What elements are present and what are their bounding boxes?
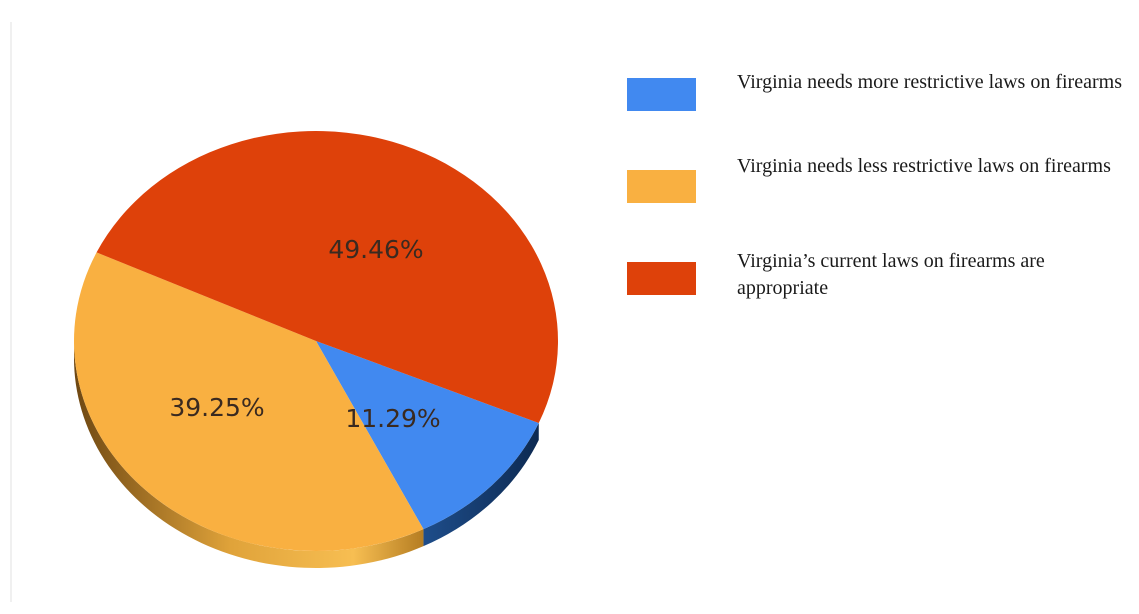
chart-frame-line bbox=[10, 22, 12, 602]
pie-sides bbox=[74, 341, 539, 569]
pie-slice-less-restrictive bbox=[74, 252, 424, 552]
legend-swatch-more-restrictive bbox=[627, 78, 696, 111]
pie-labels: 11.29% 39.25% 49.46% bbox=[169, 235, 440, 433]
pie-slice-more-restrictive bbox=[316, 341, 539, 530]
legend-label-more-restrictive: Virginia needs more restrictive laws on … bbox=[737, 71, 1122, 93]
legend-swatch-current-appropriate bbox=[627, 262, 696, 295]
pie-slices bbox=[74, 131, 558, 552]
legend-swatch-less-restrictive bbox=[627, 170, 696, 203]
legend-label-less-restrictive: Virginia needs less restrictive laws on … bbox=[737, 155, 1111, 177]
pie-side-more-restrictive bbox=[423, 423, 539, 547]
pie-value-label-more-restrictive: 11.29% bbox=[345, 404, 440, 433]
pie-side-less-restrictive bbox=[74, 341, 424, 569]
legend-label-current-appropriate: Virginia’s current laws on firearms are … bbox=[737, 250, 1045, 299]
pie-value-label-current-appropriate: 49.46% bbox=[328, 235, 423, 264]
pie-slice-current-appropriate bbox=[96, 131, 558, 424]
pie-value-label-less-restrictive: 39.25% bbox=[169, 393, 264, 422]
